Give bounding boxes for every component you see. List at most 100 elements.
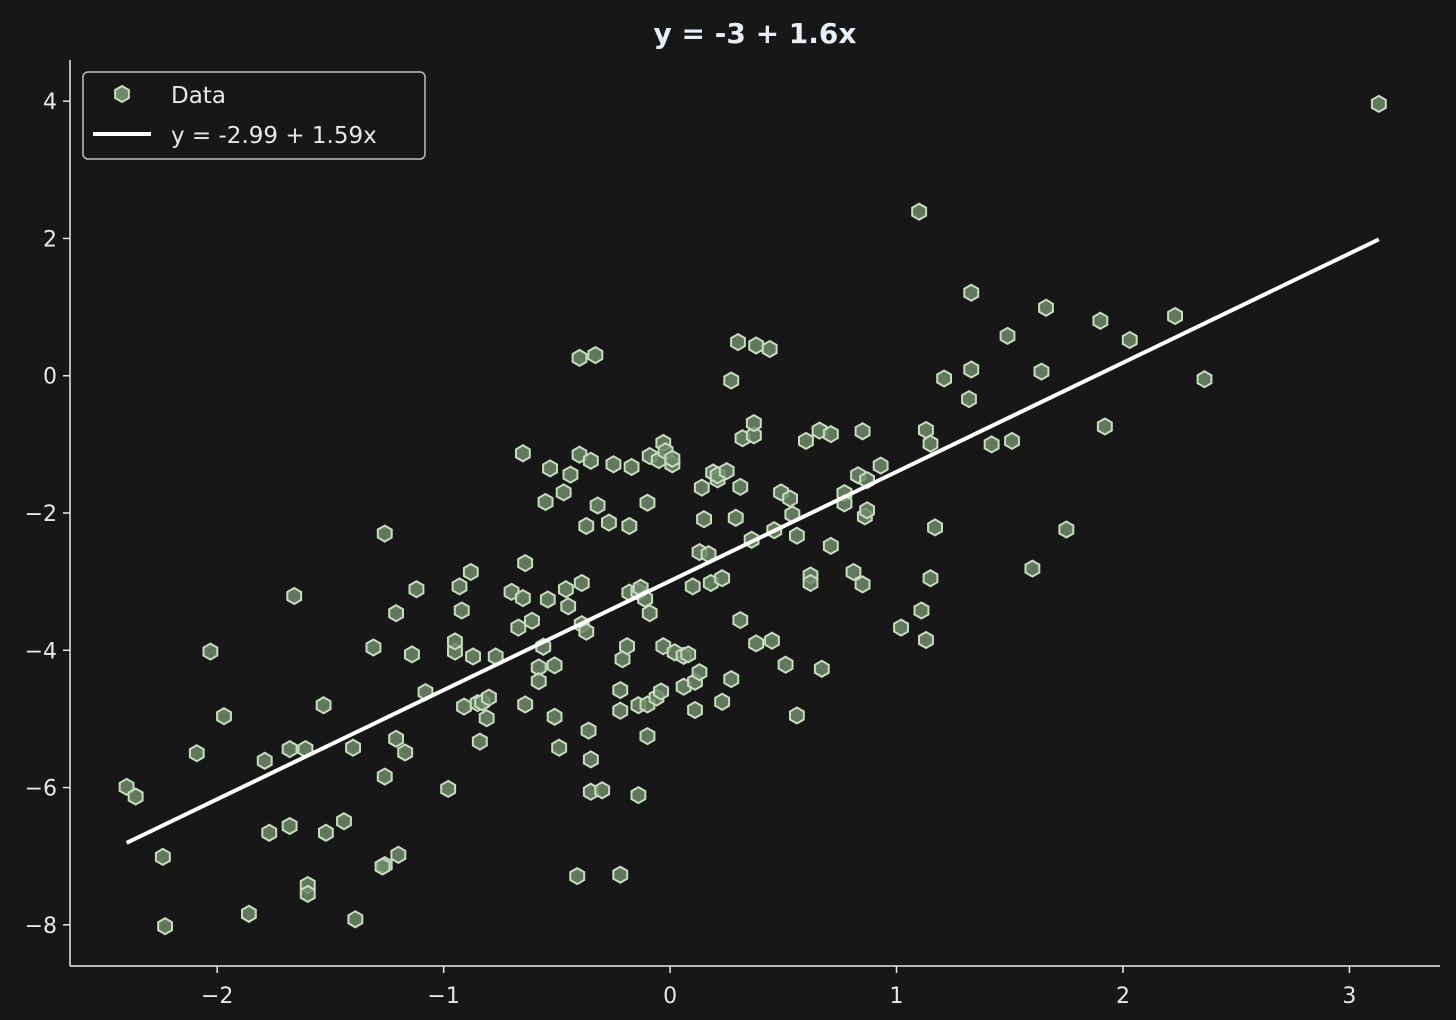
- x-tick-label: 2: [1116, 984, 1130, 1009]
- legend: Data y = -2.99 + 1.59x: [82, 71, 426, 160]
- data-point: [727, 508, 744, 527]
- data-point: [927, 518, 943, 537]
- data-point: [911, 202, 928, 221]
- data-point: [582, 750, 599, 769]
- data-point: [261, 823, 278, 842]
- data-point: [1033, 362, 1050, 381]
- chart-title: y = -3 + 1.6x: [654, 17, 857, 50]
- data-point: [465, 647, 481, 666]
- data-point: [936, 369, 952, 388]
- legend-label-data: Data: [171, 83, 226, 109]
- fit-line: [125, 237, 1380, 845]
- data-point: [639, 493, 656, 512]
- data-point: [1196, 370, 1213, 389]
- data-point: [530, 672, 547, 691]
- data-point: [471, 732, 488, 751]
- data-point: [281, 739, 298, 759]
- data-point: [1004, 431, 1020, 451]
- data-point: [157, 917, 173, 936]
- data-point: [573, 573, 590, 593]
- data-point: [693, 478, 710, 497]
- data-point: [440, 779, 457, 799]
- data-point: [614, 650, 631, 669]
- data-point: [732, 610, 749, 630]
- data-point: [601, 513, 617, 532]
- data-point: [718, 461, 735, 481]
- data-point: [481, 688, 497, 707]
- data-point: [555, 483, 572, 502]
- data-point: [388, 729, 404, 748]
- data-point: [732, 477, 749, 497]
- data-point: [569, 866, 586, 886]
- data-point: [517, 695, 534, 714]
- data-point: [680, 645, 697, 664]
- x-tick-label: 1: [890, 984, 904, 1009]
- data-point: [374, 857, 391, 876]
- data-point: [560, 597, 577, 616]
- data-point: [1092, 311, 1109, 330]
- data-point: [537, 492, 554, 512]
- data-point: [241, 904, 257, 923]
- data-point: [714, 692, 731, 711]
- y-tick-label: 2: [43, 227, 57, 252]
- data-point: [641, 604, 658, 623]
- data-point: [664, 449, 681, 468]
- data-point: [578, 516, 595, 536]
- data-point: [691, 663, 708, 682]
- data-point: [723, 371, 740, 390]
- data-point: [745, 413, 762, 433]
- data-point: [542, 459, 558, 478]
- data-point: [612, 680, 629, 700]
- data-point: [456, 697, 472, 716]
- data-point: [723, 669, 740, 689]
- data-point: [619, 637, 635, 656]
- data-point: [745, 426, 762, 445]
- data-point: [216, 707, 232, 726]
- data-point: [798, 431, 814, 451]
- data-point: [571, 348, 588, 368]
- data-point: [202, 642, 219, 661]
- data-point: [376, 767, 393, 786]
- data-point: [730, 332, 746, 352]
- data-point: [612, 865, 629, 884]
- data-point: [630, 785, 647, 805]
- data-point: [1370, 94, 1387, 114]
- data-point: [1096, 417, 1113, 436]
- data-point: [551, 738, 568, 757]
- data-point: [510, 618, 527, 637]
- axes: −2 −1 0 1 2 3 −8 −6 −4 −2 0 2 4: [25, 60, 1440, 1009]
- x-tick-label: −2: [201, 984, 233, 1009]
- data-point: [983, 435, 1000, 454]
- data-point: [286, 586, 303, 606]
- data-point: [845, 562, 862, 582]
- data-point: [922, 569, 939, 588]
- data-point: [462, 562, 479, 582]
- data-point: [789, 706, 805, 725]
- data-point: [813, 659, 830, 678]
- x-tick-label: 3: [1342, 984, 1356, 1009]
- data-point: [347, 910, 364, 929]
- fit-line-group: [125, 237, 1380, 845]
- data-point: [623, 457, 640, 477]
- data-point: [587, 345, 604, 365]
- data-point: [761, 339, 778, 359]
- data-point: [687, 700, 703, 720]
- data-point: [345, 738, 361, 757]
- data-point: [1167, 306, 1183, 326]
- data-point: [913, 601, 930, 620]
- data-point: [714, 569, 731, 588]
- data-point: [922, 434, 939, 453]
- data-point: [589, 496, 606, 515]
- data-point: [365, 638, 382, 657]
- data-point: [478, 709, 495, 728]
- data-point: [612, 701, 629, 720]
- legend-label-fit: y = -2.99 + 1.59x: [171, 123, 377, 149]
- data-point: [789, 526, 805, 545]
- data-point: [777, 655, 794, 674]
- data-point: [315, 696, 332, 715]
- data-point: [524, 611, 540, 630]
- data-point: [281, 816, 298, 836]
- data-point: [578, 622, 595, 641]
- data-point: [893, 618, 909, 637]
